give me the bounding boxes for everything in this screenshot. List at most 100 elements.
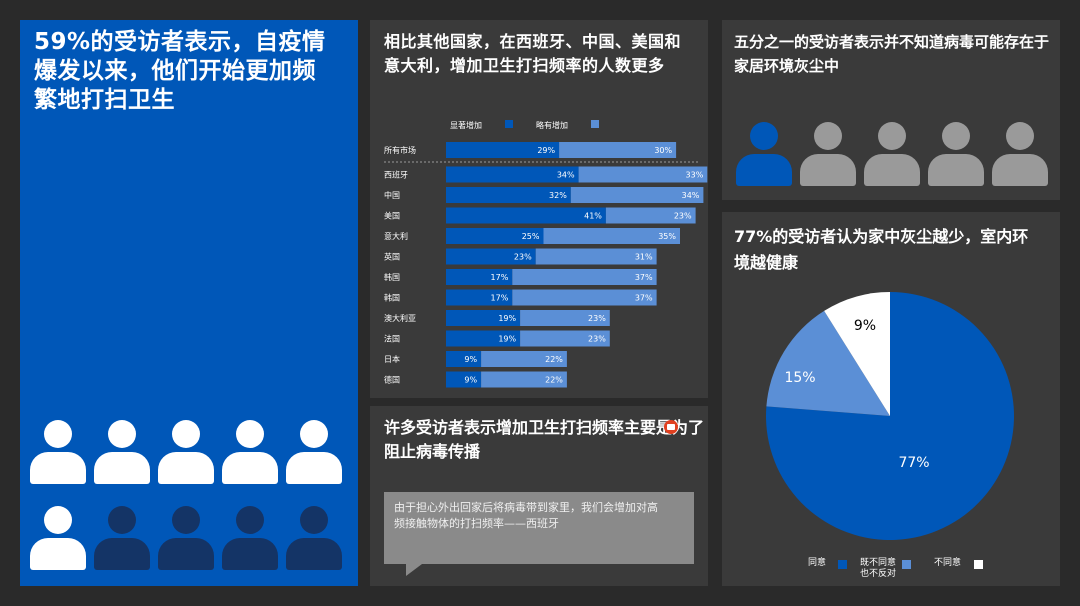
bar-value-label: 23%	[674, 212, 692, 221]
category-label: 所有市场	[384, 145, 416, 155]
bar-slight	[512, 269, 657, 285]
bar-slight	[543, 228, 680, 244]
dust-health-panel: 77%的受访者认为家中灰尘越少，室内环境越健康 77% 15% 9% 同意 既不同意也…	[722, 212, 1060, 586]
category-label: 中国	[384, 190, 400, 200]
category-label: 法国	[384, 334, 400, 344]
pie-value-label: 15%	[784, 370, 815, 386]
person-icon	[222, 420, 278, 484]
bar-slight	[481, 371, 567, 388]
bar-slight	[559, 142, 677, 158]
bar-significant	[446, 351, 482, 367]
person-icon	[928, 122, 984, 186]
bar-value-label: 23%	[588, 314, 606, 323]
legend-label: 显著增加	[450, 120, 482, 130]
category-label: 英国	[384, 252, 400, 262]
country-comparison-panel: 相比其他国家，在西班牙、中国、美国和意大利，增加卫生打扫频率的人数更多 显著增加…	[370, 20, 708, 398]
person-icon	[30, 506, 86, 570]
bar-significant	[446, 228, 544, 244]
bar-value-label: 37%	[635, 273, 653, 282]
bar-significant	[446, 248, 536, 265]
legend-item: 不同意	[934, 558, 983, 569]
pie-slice	[824, 292, 890, 416]
cleaning-frequency-panel: 59%的受访者表示，自疫情爆发以来，他们开始更加频繁地打扫卫生	[20, 20, 358, 586]
bar-value-label: 34%	[557, 171, 575, 180]
category-label: 日本	[384, 354, 400, 364]
category-label: 澳大利亚	[384, 313, 416, 323]
bar-significant	[446, 269, 513, 285]
person-icon	[30, 420, 86, 484]
pie-value-label: 9%	[854, 318, 876, 334]
dust-awareness-panel: 五分之一的受访者表示并不知道病毒可能存在于家居环境灰尘中	[722, 20, 1060, 200]
person-icon	[158, 506, 214, 570]
bar-slight	[520, 330, 610, 347]
person-icon	[736, 122, 792, 186]
person-icon	[286, 506, 342, 570]
bar-significant	[446, 371, 482, 388]
country-comparison-title: 相比其他国家，在西班牙、中国、美国和意大利，增加卫生打扫频率的人数更多	[384, 32, 682, 75]
bar-slight	[481, 351, 567, 367]
bar-slight	[520, 310, 610, 326]
cleaning-frequency-title: 59%的受访者表示，自疫情爆发以来，他们开始更加频繁地打扫卫生	[34, 29, 326, 113]
legend-label: 既不同意也不反对	[860, 558, 897, 579]
category-label: 韩国	[384, 293, 400, 303]
person-icon	[992, 122, 1048, 186]
bar-slight	[605, 207, 696, 224]
bar-value-label: 19%	[498, 335, 516, 344]
bar-value-label: 33%	[686, 171, 704, 180]
legend-item: 同意	[808, 558, 847, 569]
legend-item: 既不同意也不反对	[860, 558, 911, 580]
bar-value-label: 9%	[464, 355, 477, 364]
person-icon	[800, 122, 856, 186]
bar-value-label: 22%	[545, 355, 563, 364]
legend-swatch	[505, 120, 513, 128]
bar-value-label: 22%	[545, 376, 563, 385]
bar-significant	[446, 166, 579, 183]
bar-significant	[446, 187, 571, 203]
pie-slice	[766, 310, 890, 416]
legend-swatch	[974, 560, 983, 569]
bar-value-label: 19%	[498, 314, 516, 323]
legend-swatch	[838, 560, 847, 569]
speech-bubble-icon	[664, 420, 678, 434]
quote-tail	[406, 564, 422, 576]
category-label: 西班牙	[384, 170, 408, 180]
category-label: 德国	[384, 375, 400, 385]
legend-label: 同意	[808, 558, 827, 568]
bar-slight	[570, 187, 704, 203]
legend-swatch	[902, 560, 911, 569]
category-label: 意大利	[384, 231, 408, 241]
reason-panel: 许多受访者表示增加卫生打扫频率主要是为了阻止病毒传播 由于担心外出回家后将病毒带…	[370, 406, 708, 586]
person-icon	[94, 420, 150, 484]
bar-slight	[535, 248, 657, 265]
bar-significant	[446, 330, 521, 347]
bar-value-label: 41%	[584, 212, 602, 221]
pie-chart: 77% 15% 9%	[766, 292, 1014, 540]
bar-value-label: 17%	[491, 294, 509, 303]
bar-value-label: 35%	[658, 232, 676, 241]
bar-significant	[446, 310, 521, 326]
bar-value-label: 34%	[682, 191, 700, 200]
legend-label: 不同意	[934, 558, 962, 568]
bar-value-label: 31%	[635, 253, 653, 262]
reason-title: 许多受访者表示增加卫生打扫频率主要是为了阻止病毒传播	[384, 418, 705, 461]
person-icon	[94, 506, 150, 570]
bar-value-label: 23%	[514, 253, 532, 262]
dust-health-title: 77%的受访者认为家中灰尘越少，室内环境越健康	[734, 227, 1029, 272]
category-label: 韩国	[384, 272, 400, 282]
person-icon	[158, 420, 214, 484]
bar-slight	[578, 166, 708, 183]
bar-value-label: 32%	[549, 191, 567, 200]
bar-value-label: 23%	[588, 335, 606, 344]
legend-swatch	[591, 120, 599, 128]
pie-value-label: 77%	[898, 455, 929, 471]
bar-significant	[446, 142, 560, 158]
quote-text: 由于担心外出回家后将病毒带到家里，我们会增加对高频接触物体的打扫频率——西班牙	[394, 501, 658, 530]
person-icon	[864, 122, 920, 186]
category-label: 美国	[384, 211, 400, 221]
person-icon	[222, 506, 278, 570]
bar-value-label: 9%	[464, 376, 477, 385]
bar-value-label: 29%	[537, 146, 555, 155]
dust-awareness-title: 五分之一的受访者表示并不知道病毒可能存在于家居环境灰尘中	[734, 33, 1050, 75]
bar-significant	[446, 289, 513, 306]
